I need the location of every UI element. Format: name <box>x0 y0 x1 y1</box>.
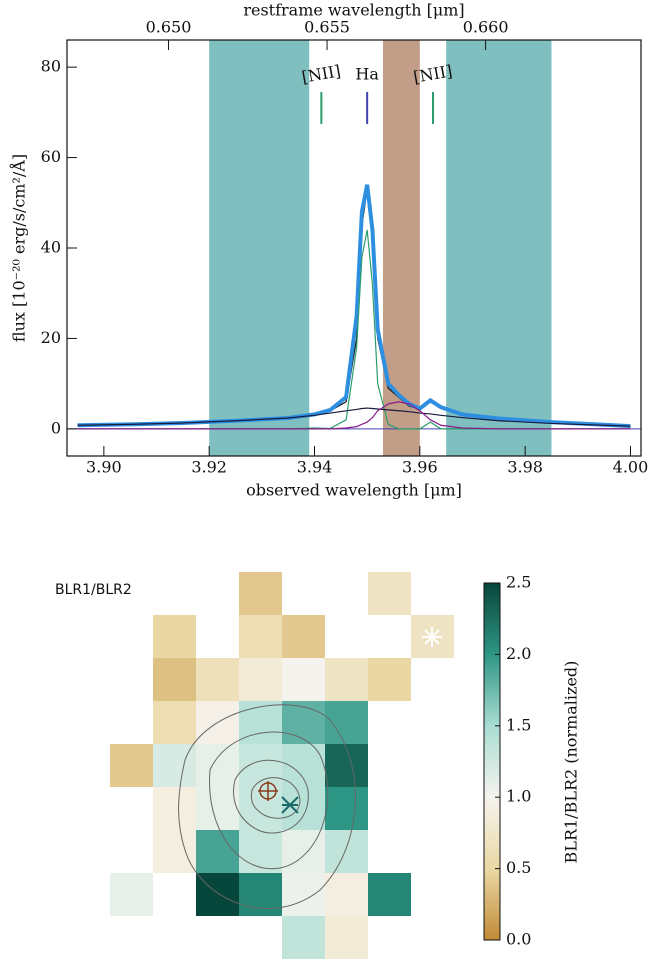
colorbar-tick-label: 2.0 <box>506 644 531 663</box>
heatmap-cell <box>239 615 282 658</box>
contour <box>178 704 356 909</box>
heatmap-cell <box>282 615 325 658</box>
y-tick-label: 80 <box>41 57 61 76</box>
heatmap-cell <box>196 830 239 873</box>
x-tick-label: 3.96 <box>402 458 438 477</box>
heatmap-cell <box>282 658 325 701</box>
shaded-band <box>446 40 552 456</box>
heatmap-cell <box>325 744 368 787</box>
series-line <box>77 407 631 427</box>
heatmap-cell <box>239 658 282 701</box>
colorbar-tick-label: 0.5 <box>506 858 531 877</box>
y-tick-label: 60 <box>41 147 61 166</box>
colorbar-tick-label: 1.0 <box>506 787 531 806</box>
heatmap-cell <box>110 873 153 916</box>
heatmap-cell <box>282 787 325 830</box>
x2-tick-label: 0.650 <box>146 18 192 37</box>
x-marker <box>281 796 299 814</box>
heatmap-cell <box>325 916 368 959</box>
x-tick-label: 3.92 <box>191 458 227 477</box>
x-tick-label: 4.00 <box>613 458 649 477</box>
x2-tick-label: 0.660 <box>463 18 509 37</box>
x-axis-label: observed wavelength [μm] <box>246 481 462 500</box>
colorbar-tick-label: 0.0 <box>506 930 531 949</box>
heatmap-cell <box>196 744 239 787</box>
x2-axis-label: restframe wavelength [μm] <box>243 1 464 20</box>
colorbar-tick-label: 2.5 <box>506 573 531 592</box>
contour <box>209 731 329 870</box>
heatmap-cell <box>110 744 153 787</box>
heatmap-cell <box>368 873 411 916</box>
heatmap-cell <box>153 615 196 658</box>
heatmap-cell <box>239 572 282 615</box>
y-axis-label: flux [10⁻²⁰ erg/s/cm²/Å] <box>9 154 29 342</box>
heatmap-cell <box>153 830 196 873</box>
heatmap-cell <box>196 787 239 830</box>
contour <box>250 777 301 819</box>
y-tick-label: 0 <box>51 418 61 437</box>
map-panel: 0.0 0.5 1.0 1.5 2.0 2.5 <box>110 572 531 959</box>
heatmap-cell <box>282 873 325 916</box>
colorbar-label: BLR1/BLR2 (normalized) <box>562 661 581 864</box>
contours <box>178 627 442 909</box>
heatmap-cell <box>282 830 325 873</box>
spectrum-panel: [NII] Ha [NII]3.90 3.92 3.94 3.96 3.98 4.000.65… <box>41 18 649 477</box>
heatmap-cell <box>368 658 411 701</box>
heatmap-cell <box>153 658 196 701</box>
star-marker <box>422 627 442 647</box>
shaded-band <box>382 40 420 456</box>
centroid-marker <box>258 781 278 801</box>
heatmap-cell <box>282 916 325 959</box>
shaded-band <box>209 40 310 456</box>
heatmap-cell <box>153 787 196 830</box>
y-tick-label: 40 <box>41 238 61 257</box>
y-tick-label: 20 <box>41 328 61 347</box>
heatmap-cell <box>239 873 282 916</box>
heatmap-cell <box>282 701 325 744</box>
x-tick-label: 3.98 <box>507 458 543 477</box>
x2-tick-label: 0.655 <box>304 18 350 37</box>
heatmap-cell <box>325 873 368 916</box>
heatmap-cell <box>325 787 368 830</box>
line-marker-label: Ha <box>355 65 379 84</box>
x-tick-label: 3.90 <box>86 458 122 477</box>
heatmap-cell <box>153 701 196 744</box>
colorbar-tick-label: 1.5 <box>506 715 531 734</box>
series-line <box>77 401 631 430</box>
colorbar <box>483 582 501 941</box>
contour <box>233 759 309 834</box>
map-title: BLR1/BLR2 <box>55 582 132 598</box>
heatmap-cell <box>368 572 411 615</box>
heatmap-cell <box>325 658 368 701</box>
x-tick-label: 3.94 <box>297 458 333 477</box>
heatmap-cell <box>196 658 239 701</box>
heatmap-cell <box>239 830 282 873</box>
heatmap-cell <box>325 830 368 873</box>
plot-frame <box>66 39 642 457</box>
heatmap-cell <box>239 744 282 787</box>
